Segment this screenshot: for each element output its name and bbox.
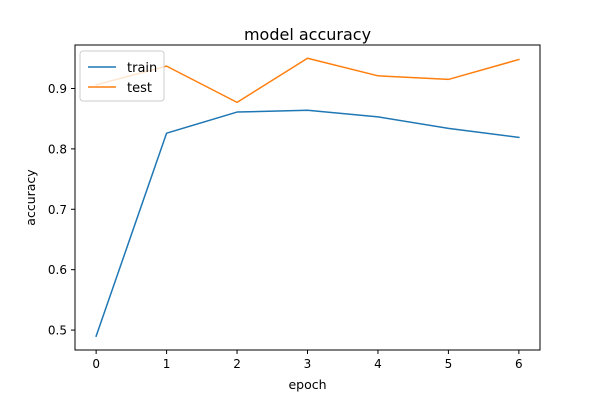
y-tick-label: 0.6 — [48, 263, 67, 277]
y-tick-label: 0.5 — [48, 324, 67, 338]
y-tick-label: 0.7 — [48, 203, 67, 217]
series-line-train — [95, 109, 520, 338]
x-tick-label: 3 — [304, 357, 312, 371]
x-axis-label: epoch — [288, 377, 326, 392]
y-axis-ticks: 0.5 0.6 0.7 0.8 0.9 — [48, 82, 75, 338]
legend-items: train test — [88, 61, 157, 96]
legend: train test — [79, 50, 165, 102]
legend-frame — [79, 50, 165, 102]
x-tick-label: 1 — [163, 357, 171, 371]
y-tick-label: 0.8 — [48, 142, 67, 156]
y-axis-label: accuracy — [23, 169, 38, 226]
x-tick-label: 6 — [515, 357, 523, 371]
x-axis-ticks: 0 1 2 3 4 5 6 — [92, 350, 523, 371]
y-tick-label: 0.9 — [48, 82, 67, 96]
legend-label-test: test — [127, 81, 152, 96]
x-tick-label: 2 — [233, 357, 241, 371]
x-tick-label: 5 — [445, 357, 453, 371]
legend-label-train: train — [127, 61, 157, 76]
x-tick-label: 0 — [92, 357, 100, 371]
series-line-test — [95, 57, 520, 104]
chart-title: model accuracy — [244, 25, 371, 44]
series-layer — [95, 57, 520, 338]
x-tick-label: 4 — [374, 357, 382, 371]
